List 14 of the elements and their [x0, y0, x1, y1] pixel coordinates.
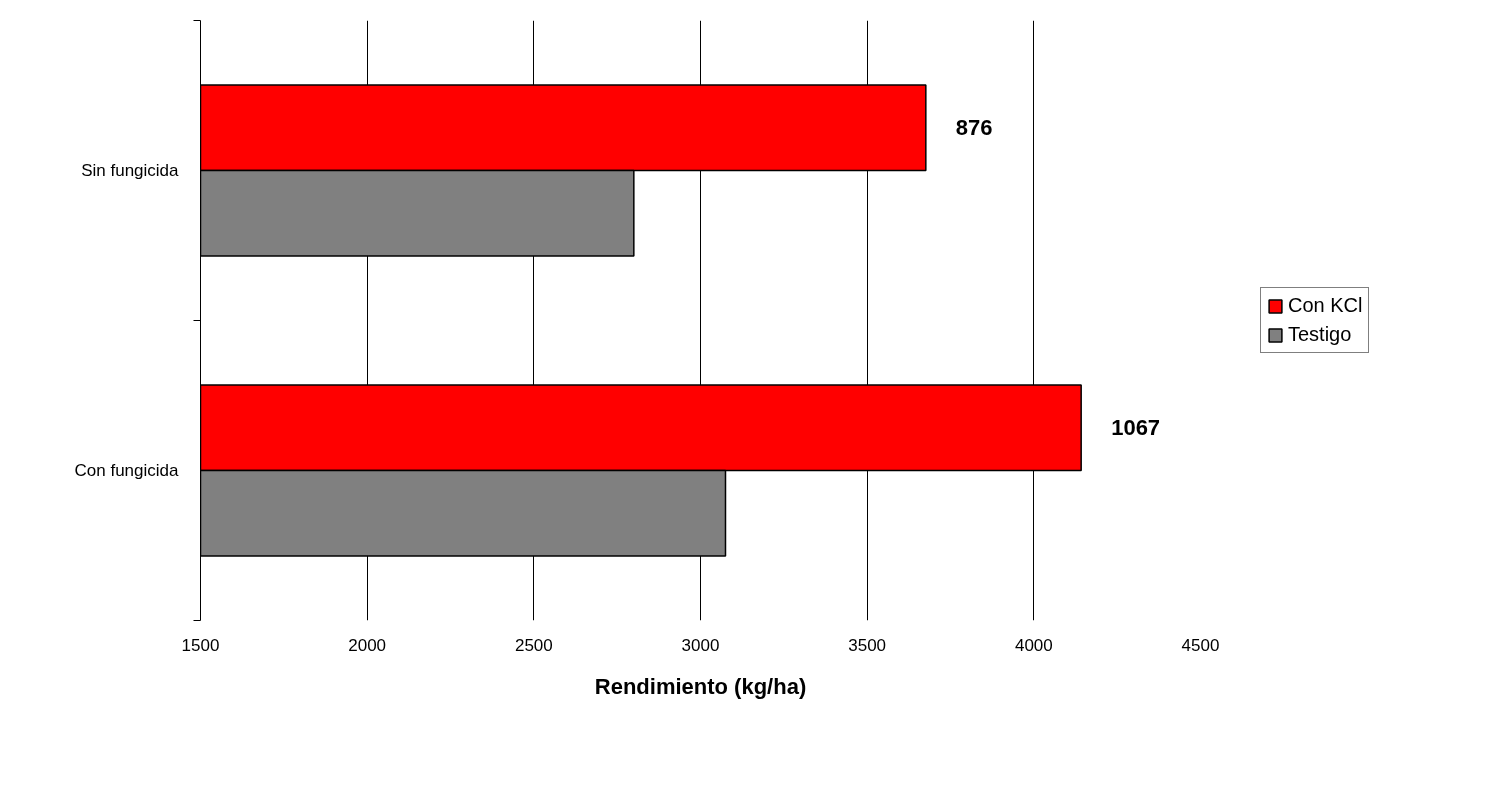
legend-label: Con KCl: [1288, 294, 1363, 317]
x-tick-label: 3500: [848, 635, 887, 655]
annotation: 1067: [1111, 415, 1161, 441]
x-tick-label: 2500: [514, 635, 553, 655]
x-tick-label: 4500: [1181, 635, 1220, 655]
x-axis-title: Rendimiento (kg/ha): [594, 673, 807, 699]
x-tick-label: 1500: [181, 635, 220, 655]
annotation: 876: [955, 115, 993, 141]
y-tick-label: Con fungicida: [74, 461, 180, 480]
legend-label: Testigo: [1288, 323, 1352, 346]
y-tick-label: Sin fungicida: [81, 161, 180, 180]
x-tick-label: 2000: [348, 635, 387, 655]
x-tick-label: 3000: [681, 635, 720, 655]
x-tick-label: 4000: [1014, 635, 1053, 655]
